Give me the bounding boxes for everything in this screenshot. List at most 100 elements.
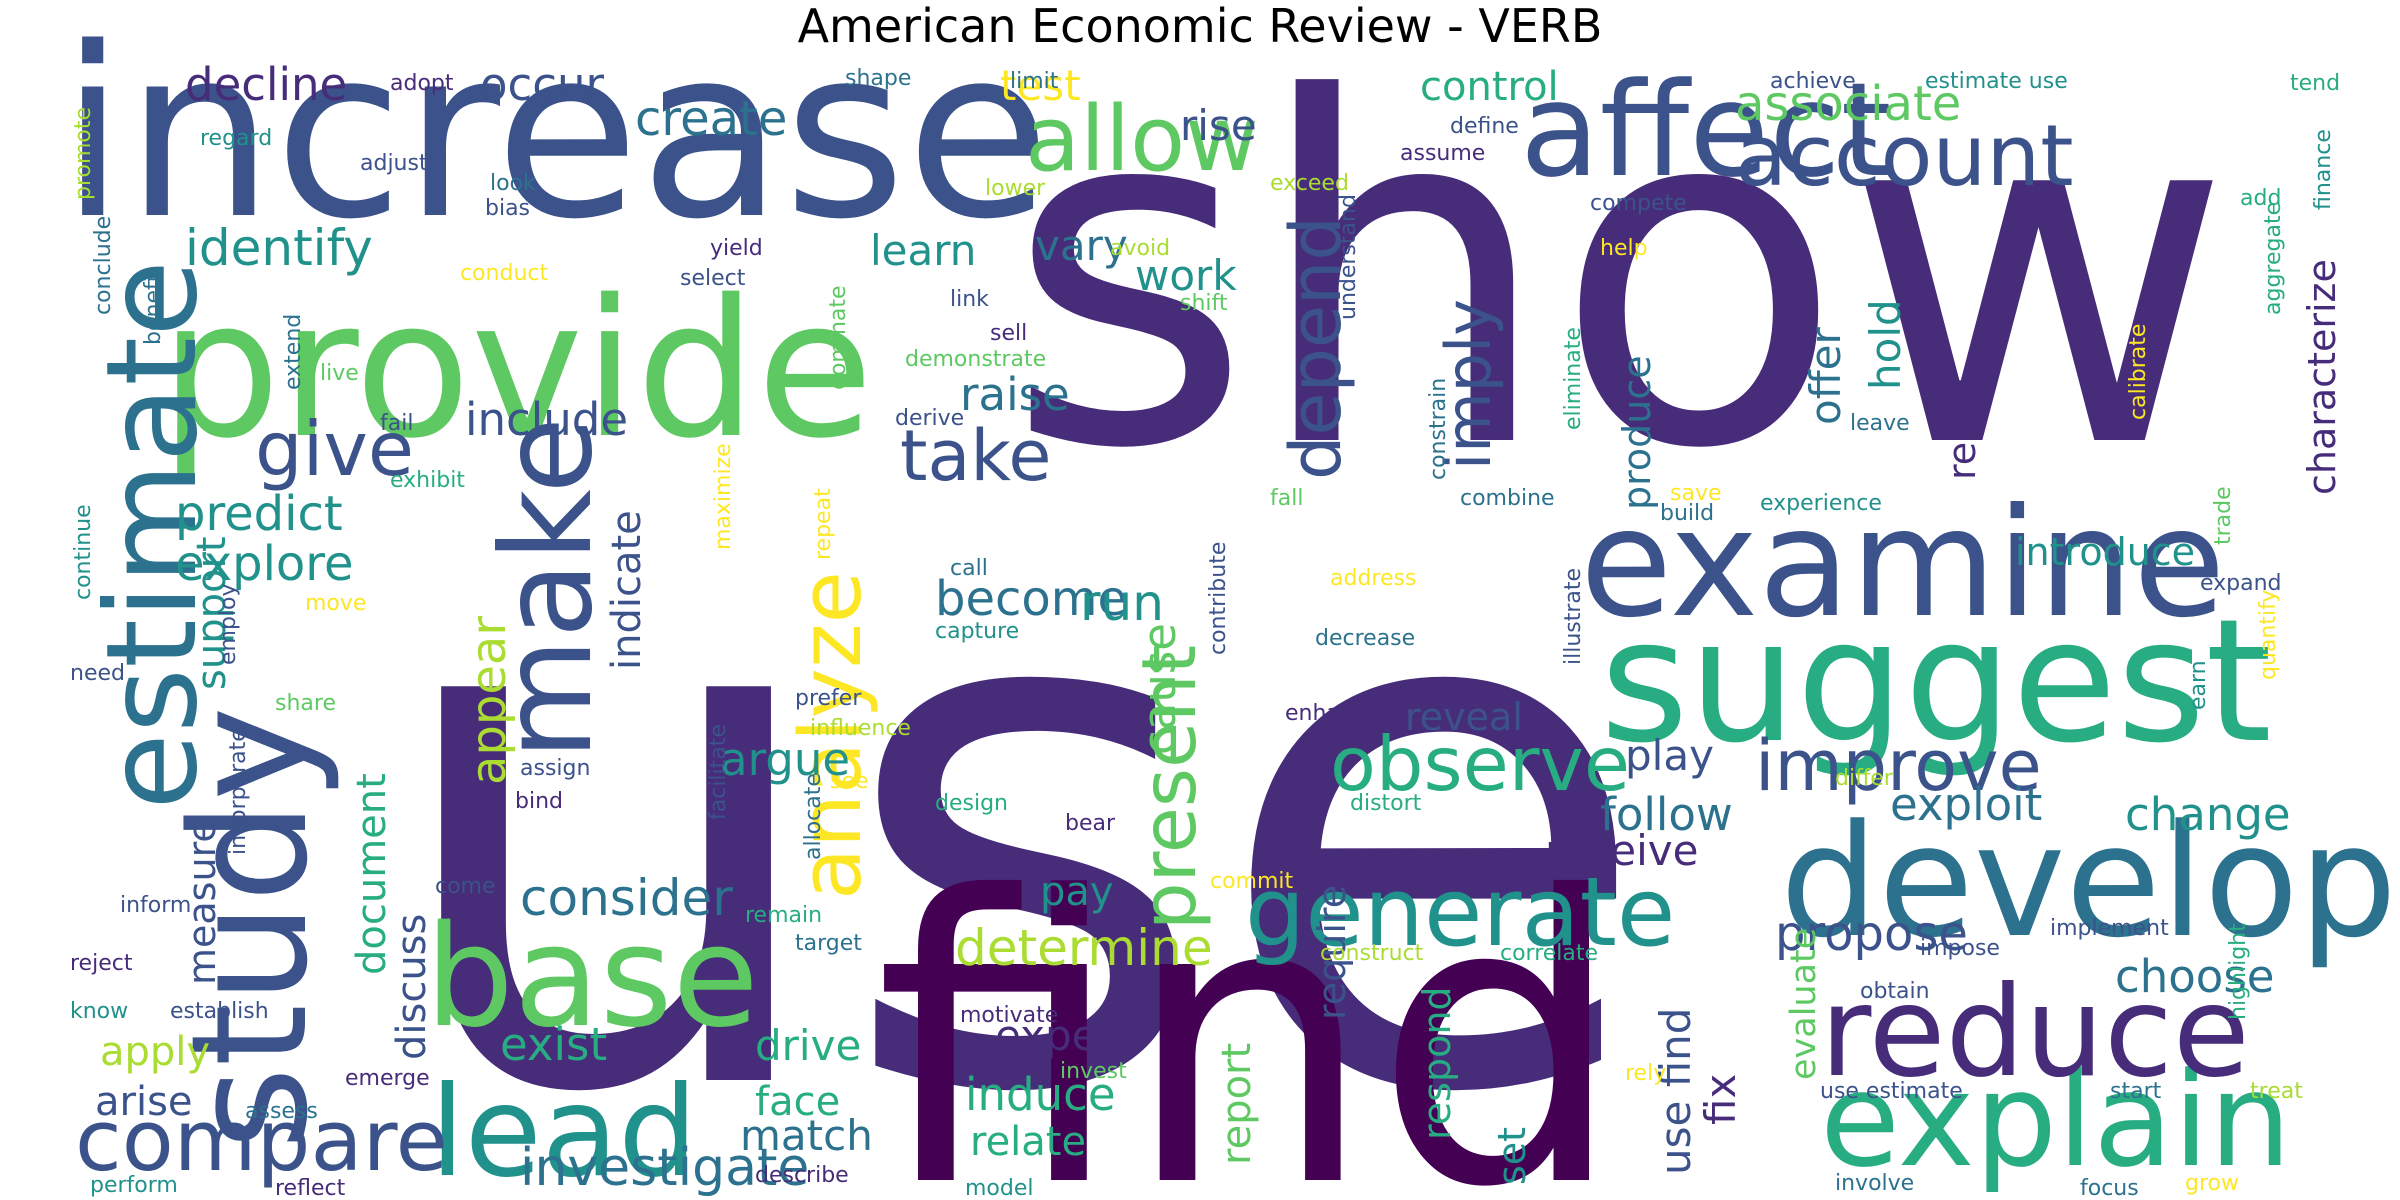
word-assume: assume: [1400, 141, 1485, 166]
word-focus: focus: [2080, 1176, 2139, 1200]
word-correct: correct: [1060, 413, 1137, 438]
word-commit: commit: [1210, 869, 1294, 894]
word-sell: sell: [990, 321, 1027, 346]
word-base: base: [425, 896, 759, 1059]
word-address: address: [1330, 566, 1416, 591]
word-demonstrate: demonstrate: [905, 347, 1046, 372]
word-support: support: [189, 536, 235, 690]
word-design: design: [935, 791, 1008, 816]
word-hold: hold: [1861, 299, 1910, 390]
word-discuss: discuss: [389, 914, 435, 1060]
word-reveal: reveal: [1405, 695, 1523, 739]
word-implement: implement: [2050, 916, 2169, 941]
word-conduct: conduct: [460, 261, 549, 286]
word-create: create: [635, 91, 787, 147]
word-dominate: dominate: [826, 285, 851, 390]
word-require: require: [1310, 885, 1354, 1020]
word-suggest: suggest: [1600, 583, 2272, 781]
word-link: link: [950, 287, 989, 312]
word-shape: shape: [845, 66, 911, 91]
word-understand: understand: [1336, 194, 1361, 320]
word-drive: drive: [755, 1021, 861, 1070]
word-derive: derive: [895, 406, 964, 431]
word-indicate: indicate: [604, 510, 650, 670]
word-report: report: [1214, 1043, 1260, 1165]
word-control: control: [1420, 64, 1559, 110]
word-promote: promote: [71, 107, 96, 200]
word-generate: generate: [1245, 858, 1675, 968]
word-explain: explain: [1820, 1044, 2291, 1196]
word-fix: fix: [1696, 1074, 1745, 1125]
word-allocate: allocate: [801, 773, 826, 860]
word-aggregate: aggregate: [2261, 202, 2286, 315]
word-estimate-use: estimate use: [1925, 69, 2068, 94]
word-lead: lead: [430, 1060, 698, 1200]
word-investigate: investigate: [520, 1138, 809, 1198]
word-constrain: constrain: [1426, 378, 1451, 480]
word-lower: lower: [985, 176, 1046, 201]
word-combine: combine: [1460, 486, 1555, 511]
word-introduce: introduce: [2015, 530, 2195, 574]
word-shift: shift: [1180, 291, 1228, 316]
word-offer: offer: [1801, 327, 1850, 425]
word-affect: affect: [1520, 54, 1892, 206]
word-construct: construct: [1320, 941, 1424, 966]
word-correlate: correlate: [1500, 941, 1598, 966]
word-argue: argue: [720, 733, 850, 786]
word-see: see: [830, 769, 869, 794]
word-emerge: emerge: [345, 1066, 430, 1091]
word-look: look: [490, 171, 536, 196]
word-induce: induce: [965, 1068, 1116, 1121]
word-distort: distort: [1350, 791, 1422, 816]
word-present: present: [1125, 645, 1213, 930]
word-add: add: [2240, 186, 2281, 211]
word-exploit: exploit: [1890, 778, 2042, 831]
word-give: give: [255, 405, 414, 493]
word-experience: experience: [1760, 491, 1882, 516]
word-prefer: prefer: [795, 686, 862, 711]
word-invest: invest: [1060, 1059, 1127, 1084]
word-develop: develop: [1780, 791, 2397, 972]
word-treat: treat: [2250, 1079, 2303, 1104]
word-respond: respond: [1415, 986, 1459, 1140]
word-expand: expand: [2200, 571, 2282, 596]
word-result: result: [1940, 372, 1984, 480]
word-match: match: [740, 1111, 873, 1160]
word-provide: provide: [160, 259, 874, 480]
word-help: help: [1600, 236, 1648, 261]
word-produce: produce: [1615, 355, 1659, 510]
word-allow: allow: [1025, 87, 1259, 192]
word-face: face: [755, 1079, 840, 1125]
word-decrease: decrease: [1315, 626, 1415, 651]
word-rise: rise: [1180, 101, 1257, 150]
word-need: need: [70, 661, 125, 686]
word-assess: assess: [245, 1099, 318, 1124]
word-incorporate: incorporate: [226, 728, 251, 855]
word-bias: bias: [485, 196, 530, 221]
word-associate: associate: [1735, 76, 1961, 132]
word-regard: regard: [200, 126, 272, 151]
word-include: include: [465, 393, 628, 446]
word-exist: exist: [500, 1018, 607, 1071]
word-imply: imply: [1432, 299, 1505, 470]
word-increase: increase: [60, 0, 1051, 271]
word-characterize: characterize: [2300, 259, 2344, 495]
word-start: start: [2110, 1079, 2162, 1104]
word-enhance: enhance: [1285, 701, 1379, 726]
word-document: document: [349, 773, 395, 975]
word-benefit: benefit: [141, 267, 166, 345]
word-call: call: [950, 556, 988, 581]
word-raise: raise: [960, 368, 1070, 421]
word-maximize: maximize: [711, 443, 736, 550]
word-propose: propose: [1775, 906, 1968, 962]
word-account: account: [1735, 107, 2074, 206]
word-determine: determine: [955, 919, 1213, 977]
word-motivate: motivate: [960, 1003, 1058, 1028]
word-influence: influence: [810, 716, 911, 741]
word-achieve: achieve: [1770, 69, 1856, 94]
word-compete: compete: [1590, 191, 1687, 216]
word-trade: trade: [2211, 486, 2236, 545]
word-obtain: obtain: [1860, 979, 1930, 1004]
word-grow: grow: [2185, 1171, 2239, 1196]
